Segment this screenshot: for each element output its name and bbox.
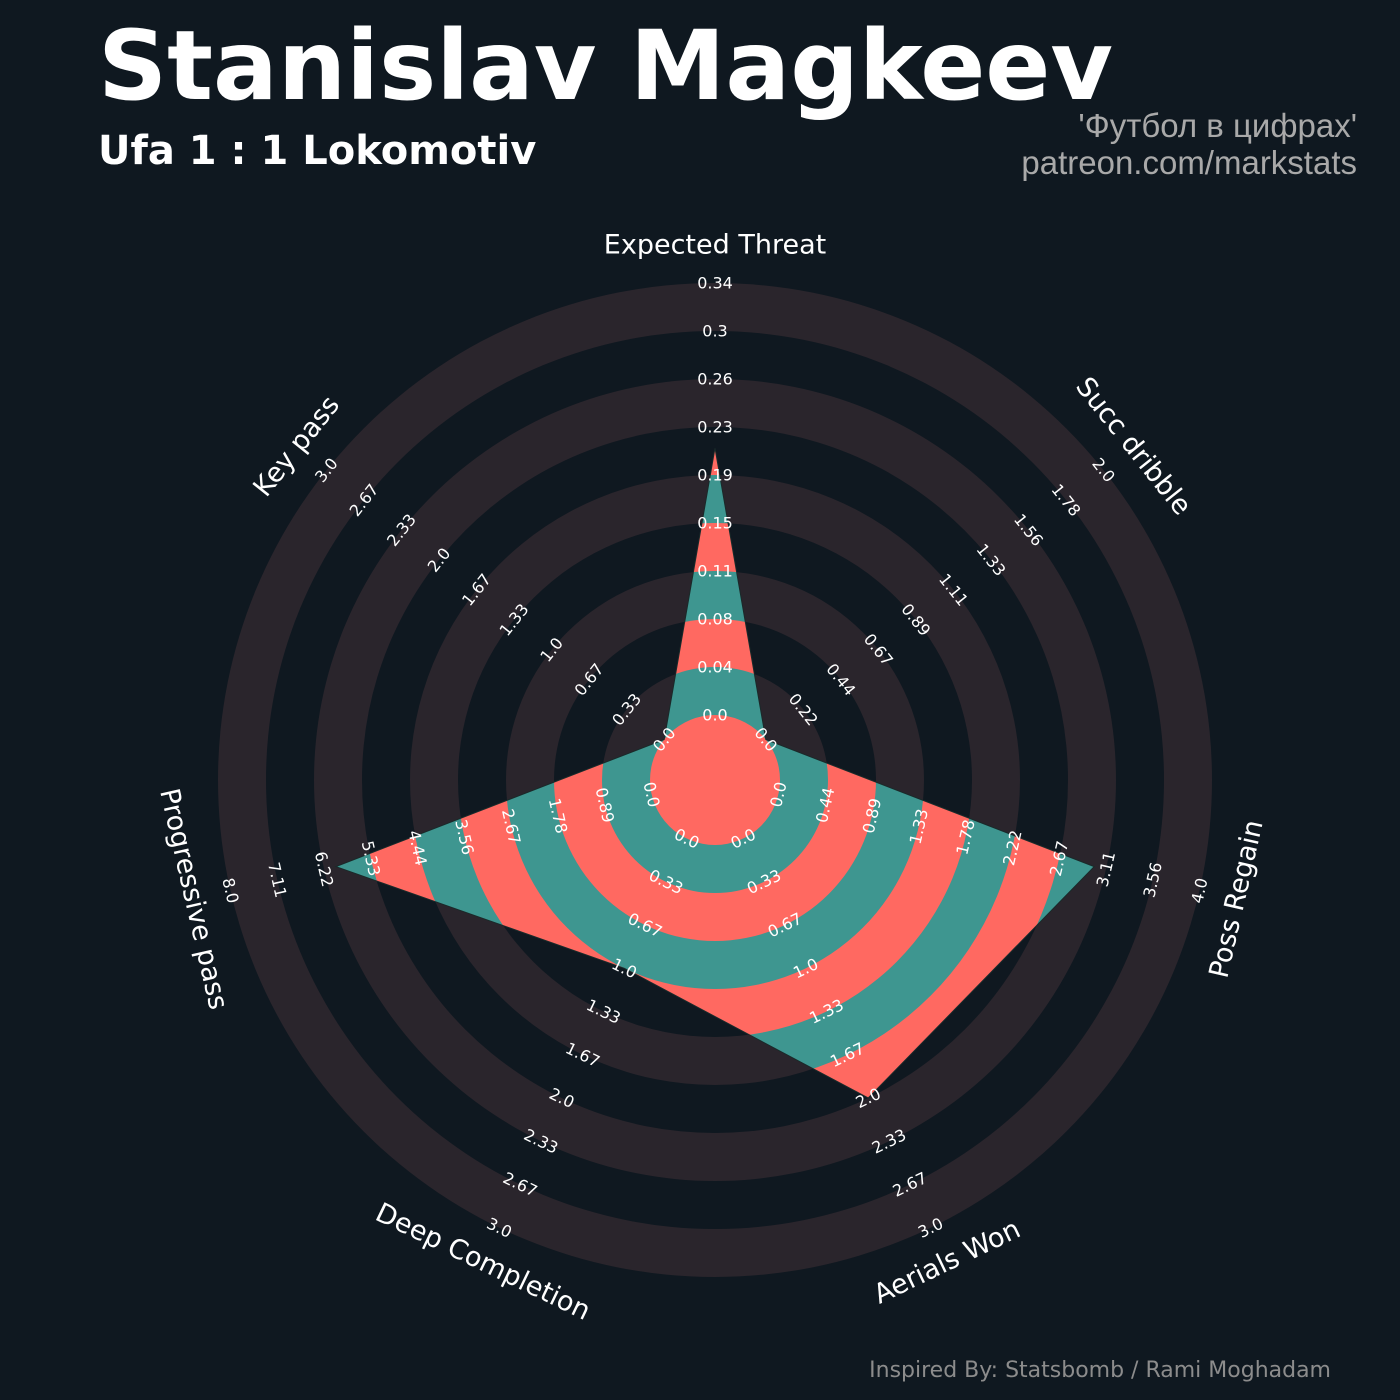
radar-tick-label: 0.08 — [697, 610, 733, 629]
radar-tick-label: 0.26 — [697, 370, 733, 389]
credit-line-2: patreon.com/markstats — [1021, 144, 1357, 181]
radar-tick-label: 0.15 — [697, 514, 733, 533]
radar-value-outline — [334, 448, 1096, 1099]
radar-parameter-label: Expected Threat — [604, 230, 826, 261]
radar-tick-label: 0.0 — [702, 706, 727, 725]
radar-tick-label: 0.3 — [702, 322, 727, 341]
radar-tick-label: 0.11 — [697, 562, 733, 581]
radar-tick-label: 0.34 — [697, 274, 733, 293]
radar-tick-label: 0.23 — [697, 418, 733, 437]
radar-tick-label: 0.19 — [697, 466, 733, 485]
player-name-title: Stanislav Magkeev — [98, 10, 1113, 122]
radar-tick-label: 0.04 — [697, 658, 733, 677]
radar-parameter-label: Poss Regain — [1204, 817, 1270, 981]
credit-line-1: 'Футбол в цифрах' — [1078, 107, 1357, 144]
radar-value-band — [650, 715, 780, 845]
match-subtitle: Ufa 1 : 1 Lokomotiv — [98, 128, 537, 174]
footer-credit: Inspired By: Statsbomb / Rami Moghadam — [869, 1358, 1331, 1383]
